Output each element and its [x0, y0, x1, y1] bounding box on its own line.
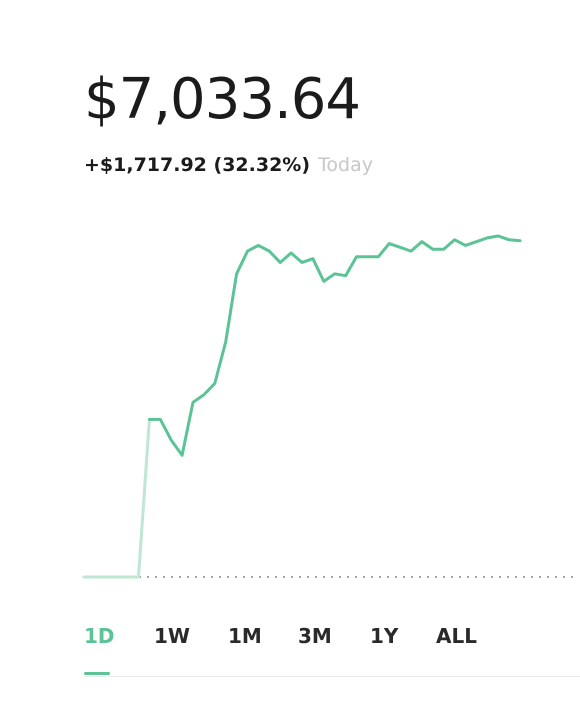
baseline-dot [490, 575, 494, 579]
range-tabs: 1D 1W 1M 3M 1Y ALL [84, 624, 504, 664]
portfolio-chart[interactable] [0, 210, 580, 600]
baseline-dot [378, 575, 382, 579]
baseline-dot [546, 575, 550, 579]
range-3m[interactable]: 3M [298, 624, 332, 648]
baseline-dot [474, 575, 478, 579]
baseline-dot [202, 575, 206, 579]
baseline-dot [194, 575, 198, 579]
baseline-dot [514, 575, 518, 579]
baseline-dot [538, 575, 542, 579]
baseline-dot [178, 575, 182, 579]
baseline-dot [450, 575, 454, 579]
baseline-dot [162, 575, 166, 579]
baseline-dot [370, 575, 374, 579]
baseline-dot [354, 575, 358, 579]
change-row: +$1,717.92 (32.32%) Today [84, 156, 373, 175]
baseline-dot [482, 575, 486, 579]
baseline-dot [522, 575, 526, 579]
baseline-dot [210, 575, 214, 579]
baseline-dot [146, 575, 150, 579]
baseline-dot [562, 575, 566, 579]
baseline-dot [242, 575, 246, 579]
chart-line-main [147, 234, 522, 457]
chart-line-pre-open [82, 417, 151, 579]
range-1y[interactable]: 1Y [370, 624, 399, 648]
baseline-dot [570, 575, 574, 579]
portfolio-value: $7,033.64 [84, 67, 361, 132]
range-1w[interactable]: 1W [154, 624, 190, 648]
baseline-dotted-line [138, 575, 574, 579]
baseline-dot [410, 575, 414, 579]
divider [84, 676, 580, 677]
baseline-dot [186, 575, 190, 579]
baseline-dot [218, 575, 222, 579]
baseline-dot [402, 575, 406, 579]
baseline-dot [314, 575, 318, 579]
baseline-dot [322, 575, 326, 579]
baseline-dot [226, 575, 230, 579]
baseline-dot [338, 575, 342, 579]
baseline-dot [330, 575, 334, 579]
baseline-dot [426, 575, 430, 579]
range-all[interactable]: ALL [436, 624, 477, 648]
baseline-dot [258, 575, 262, 579]
baseline-dot [394, 575, 398, 579]
baseline-dot [458, 575, 462, 579]
baseline-dot [386, 575, 390, 579]
baseline-dot [282, 575, 286, 579]
baseline-dot [250, 575, 254, 579]
baseline-dot [234, 575, 238, 579]
change-period: Today [318, 154, 373, 176]
baseline-dot [170, 575, 174, 579]
baseline-dot [346, 575, 350, 579]
baseline-dot [554, 575, 558, 579]
baseline-dot [298, 575, 302, 579]
range-1m[interactable]: 1M [228, 624, 262, 648]
baseline-dot [306, 575, 310, 579]
baseline-dot [290, 575, 294, 579]
baseline-dot [274, 575, 278, 579]
range-1d[interactable]: 1D [84, 624, 115, 648]
baseline-dot [498, 575, 502, 579]
baseline-dot [434, 575, 438, 579]
baseline-dot [506, 575, 510, 579]
baseline-dot [466, 575, 470, 579]
change-amount: +$1,717.92 (32.32%) [84, 154, 311, 176]
baseline-dot [154, 575, 158, 579]
baseline-dot [418, 575, 422, 579]
baseline-dot [362, 575, 366, 579]
baseline-dot [530, 575, 534, 579]
active-range-underline [84, 672, 110, 675]
baseline-dot [442, 575, 446, 579]
baseline-dot [266, 575, 270, 579]
